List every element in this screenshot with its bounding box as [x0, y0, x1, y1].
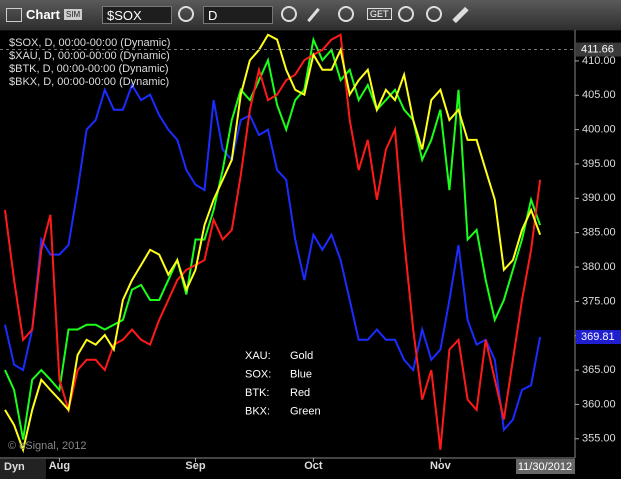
toolbar-title: Chart [26, 7, 60, 22]
mode-box [0, 459, 46, 479]
annotation-key: BTK: [245, 387, 269, 399]
legend-entry: $BKX, D, 00:00-00:00 (Dynamic) [9, 76, 169, 88]
play-button[interactable] [398, 6, 414, 22]
y-tick-label: 400.00 [582, 124, 616, 136]
y-tick-label: 380.00 [582, 261, 616, 273]
legend-entry: $BTK, D, 00:00-00:00 (Dynamic) [9, 63, 169, 75]
price-label: 369.81 [581, 331, 615, 343]
y-tick-label: 375.00 [582, 295, 616, 307]
y-tick-label: 395.00 [582, 158, 616, 170]
tools-button[interactable] [452, 6, 469, 24]
x-tick-label: Oct [304, 460, 323, 472]
annotation-value: Red [290, 387, 310, 399]
draw-button[interactable] [307, 7, 320, 23]
annotation-key: SOX: [245, 368, 271, 380]
series-line [4, 82, 542, 433]
series-line [4, 33, 542, 450]
date-box [516, 459, 575, 474]
mode-label: Dyn [4, 461, 25, 473]
y-tick-label: 390.00 [582, 192, 616, 204]
annotation-value: Green [290, 405, 321, 417]
settings-button[interactable] [178, 6, 194, 22]
y-tick-label: 410.00 [582, 55, 616, 67]
x-tick-label: Aug [49, 460, 70, 472]
y-tick-label: 405.00 [582, 89, 616, 101]
price-box [576, 42, 621, 57]
y-tick-label: 360.00 [582, 398, 616, 410]
copyright: © eSignal, 2012 [8, 440, 86, 452]
legend-entry: $SOX, D, 00:00-00:00 (Dynamic) [9, 37, 170, 49]
series-line [4, 36, 542, 440]
y-tick-label: 365.00 [582, 364, 616, 376]
annotation-value: Blue [290, 368, 312, 380]
time-button[interactable] [281, 6, 297, 22]
price-label: 411.66 [581, 43, 614, 55]
last-date: 11/30/2012 [518, 461, 572, 473]
chart: 355.00360.00365.00370.00375.00380.00385.… [0, 30, 621, 479]
legend-entry: $XAU, D, 00:00-00:00 (Dynamic) [9, 50, 170, 62]
y-tick-label: 355.00 [582, 433, 616, 445]
x-tick-label: Sep [185, 460, 205, 472]
annotation-key: BKX: [245, 405, 270, 417]
check-button[interactable] [426, 6, 442, 22]
x-tick-label: Nov [430, 460, 452, 472]
annotation-key: XAU: [245, 350, 271, 362]
get-button[interactable]: GET [367, 8, 392, 20]
toolbar: Chart SIM $SOX D GET [0, 0, 621, 31]
sim-badge: SIM [64, 9, 83, 20]
symbol-input[interactable]: $SOX [102, 6, 172, 24]
interval-input[interactable]: D [203, 6, 273, 24]
refresh-button[interactable] [338, 6, 354, 22]
y-tick-label: 385.00 [582, 227, 616, 239]
price-box [576, 330, 621, 345]
chart-icon [6, 8, 22, 22]
series-line [4, 33, 542, 454]
annotation-value: Gold [290, 350, 313, 362]
